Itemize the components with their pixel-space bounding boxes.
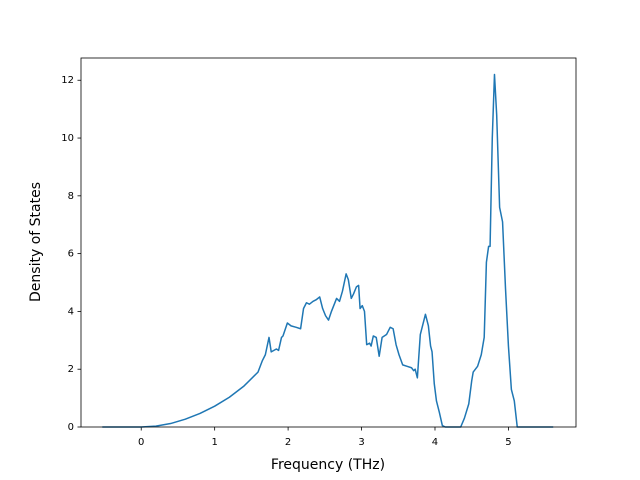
y-tick-label: 0 [68,422,74,433]
x-axis-label: Frequency (THz) [271,457,385,473]
x-tick-label: 2 [285,437,291,448]
x-tick-label: 0 [138,437,144,448]
y-tick-label: 2 [68,364,74,375]
line-series [102,73,554,428]
y-tick-label: 10 [61,133,74,144]
y-tick-label: 4 [68,306,74,317]
x-tick-label: 1 [211,437,217,448]
x-tick-label: 4 [432,437,438,448]
x-tick-label: 5 [505,437,511,448]
axes-frame [80,57,577,428]
y-tick-label: 6 [68,249,74,260]
y-tick-label: 8 [68,191,74,202]
y-tick-label: 12 [61,75,74,86]
x-tick-label: 3 [358,437,364,448]
y-axis-label: Density of States [28,182,44,302]
